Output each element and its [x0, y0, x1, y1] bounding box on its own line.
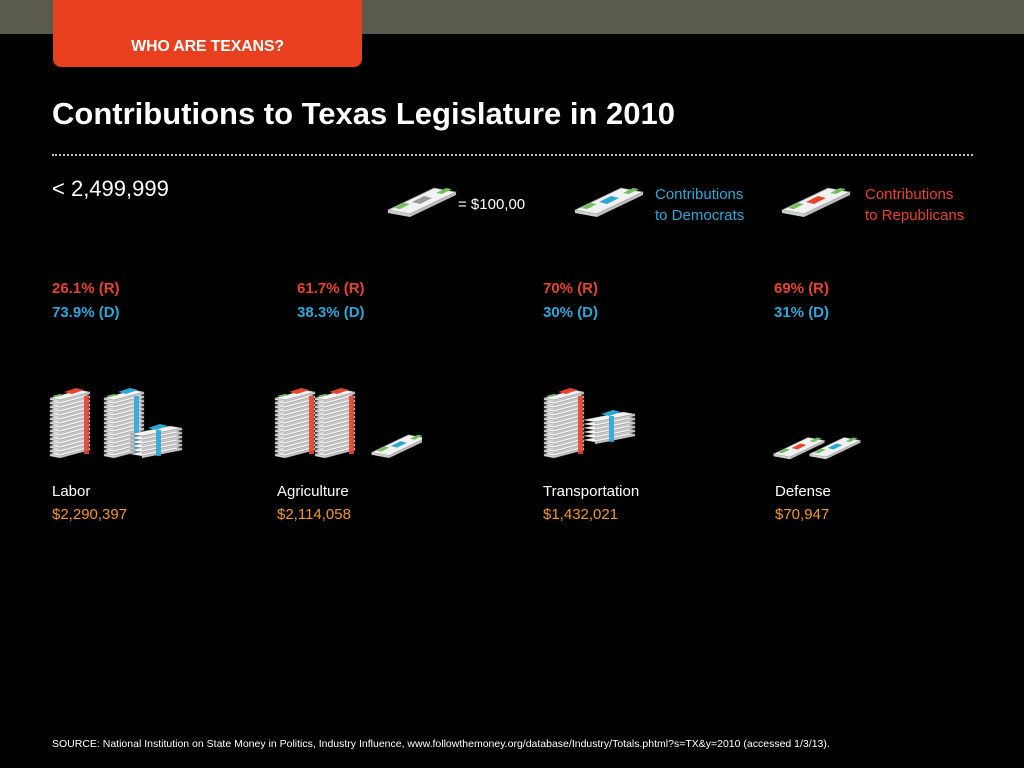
transportation-republican-share: 70% (R) [543, 280, 599, 297]
labor-money-stacks-icon [49, 388, 183, 459]
range-label: < 2,499,999 [52, 176, 169, 201]
defense-amount: $70,947 [775, 506, 830, 523]
labor-label: Labor [52, 483, 91, 500]
legend-republicans: Contributions to Republicans [865, 184, 964, 226]
agriculture-democrat-share: 38.3% (D) [297, 304, 365, 321]
transportation-democrat-share: 30% (D) [543, 304, 599, 321]
agriculture-money-stacks-icon [274, 388, 422, 459]
page-title: Contributions to Texas Legislature in 20… [52, 96, 675, 131]
legend-democrats-line2: to Democrats [655, 207, 745, 224]
agriculture-amount: $2,114,058 [277, 506, 351, 523]
republican-bill-icon [780, 187, 852, 217]
labor-amount: $2,290,397 [52, 506, 128, 523]
agriculture-republican-share: 61.7% (R) [297, 280, 365, 297]
labor-republican-share: 26.1% (R) [52, 280, 120, 297]
transportation-money-stacks-icon [543, 388, 636, 459]
legend-republicans-line1: Contributions [865, 186, 954, 203]
section-tab-label: WHO ARE TEXANS? [131, 38, 284, 55]
legend-democrats: Contributions to Democrats [655, 184, 744, 226]
democrat-bill-icon [573, 187, 645, 217]
defense-money-bills-icon [772, 437, 862, 460]
defense-republican-share: 69% (R) [774, 280, 830, 297]
defense-democrat-share: 31% (D) [774, 304, 830, 321]
labor-democrat-share: 73.9% (D) [52, 304, 120, 321]
agriculture-label: Agriculture [277, 483, 349, 500]
legend-democrats-line1: Contributions [655, 186, 744, 203]
bill-icon [386, 187, 458, 217]
source-note: SOURCE: National Institution on State Mo… [52, 738, 830, 750]
legend-unit-label: = $100,00 [458, 196, 526, 213]
section-tab: WHO ARE TEXANS? [53, 0, 362, 67]
defense-label: Defense [775, 483, 831, 500]
transportation-amount: $1,432,021 [543, 506, 619, 523]
legend-republicans-line2: to Republicans [865, 207, 965, 224]
transportation-label: Transportation [543, 483, 640, 500]
title-divider [52, 154, 973, 156]
